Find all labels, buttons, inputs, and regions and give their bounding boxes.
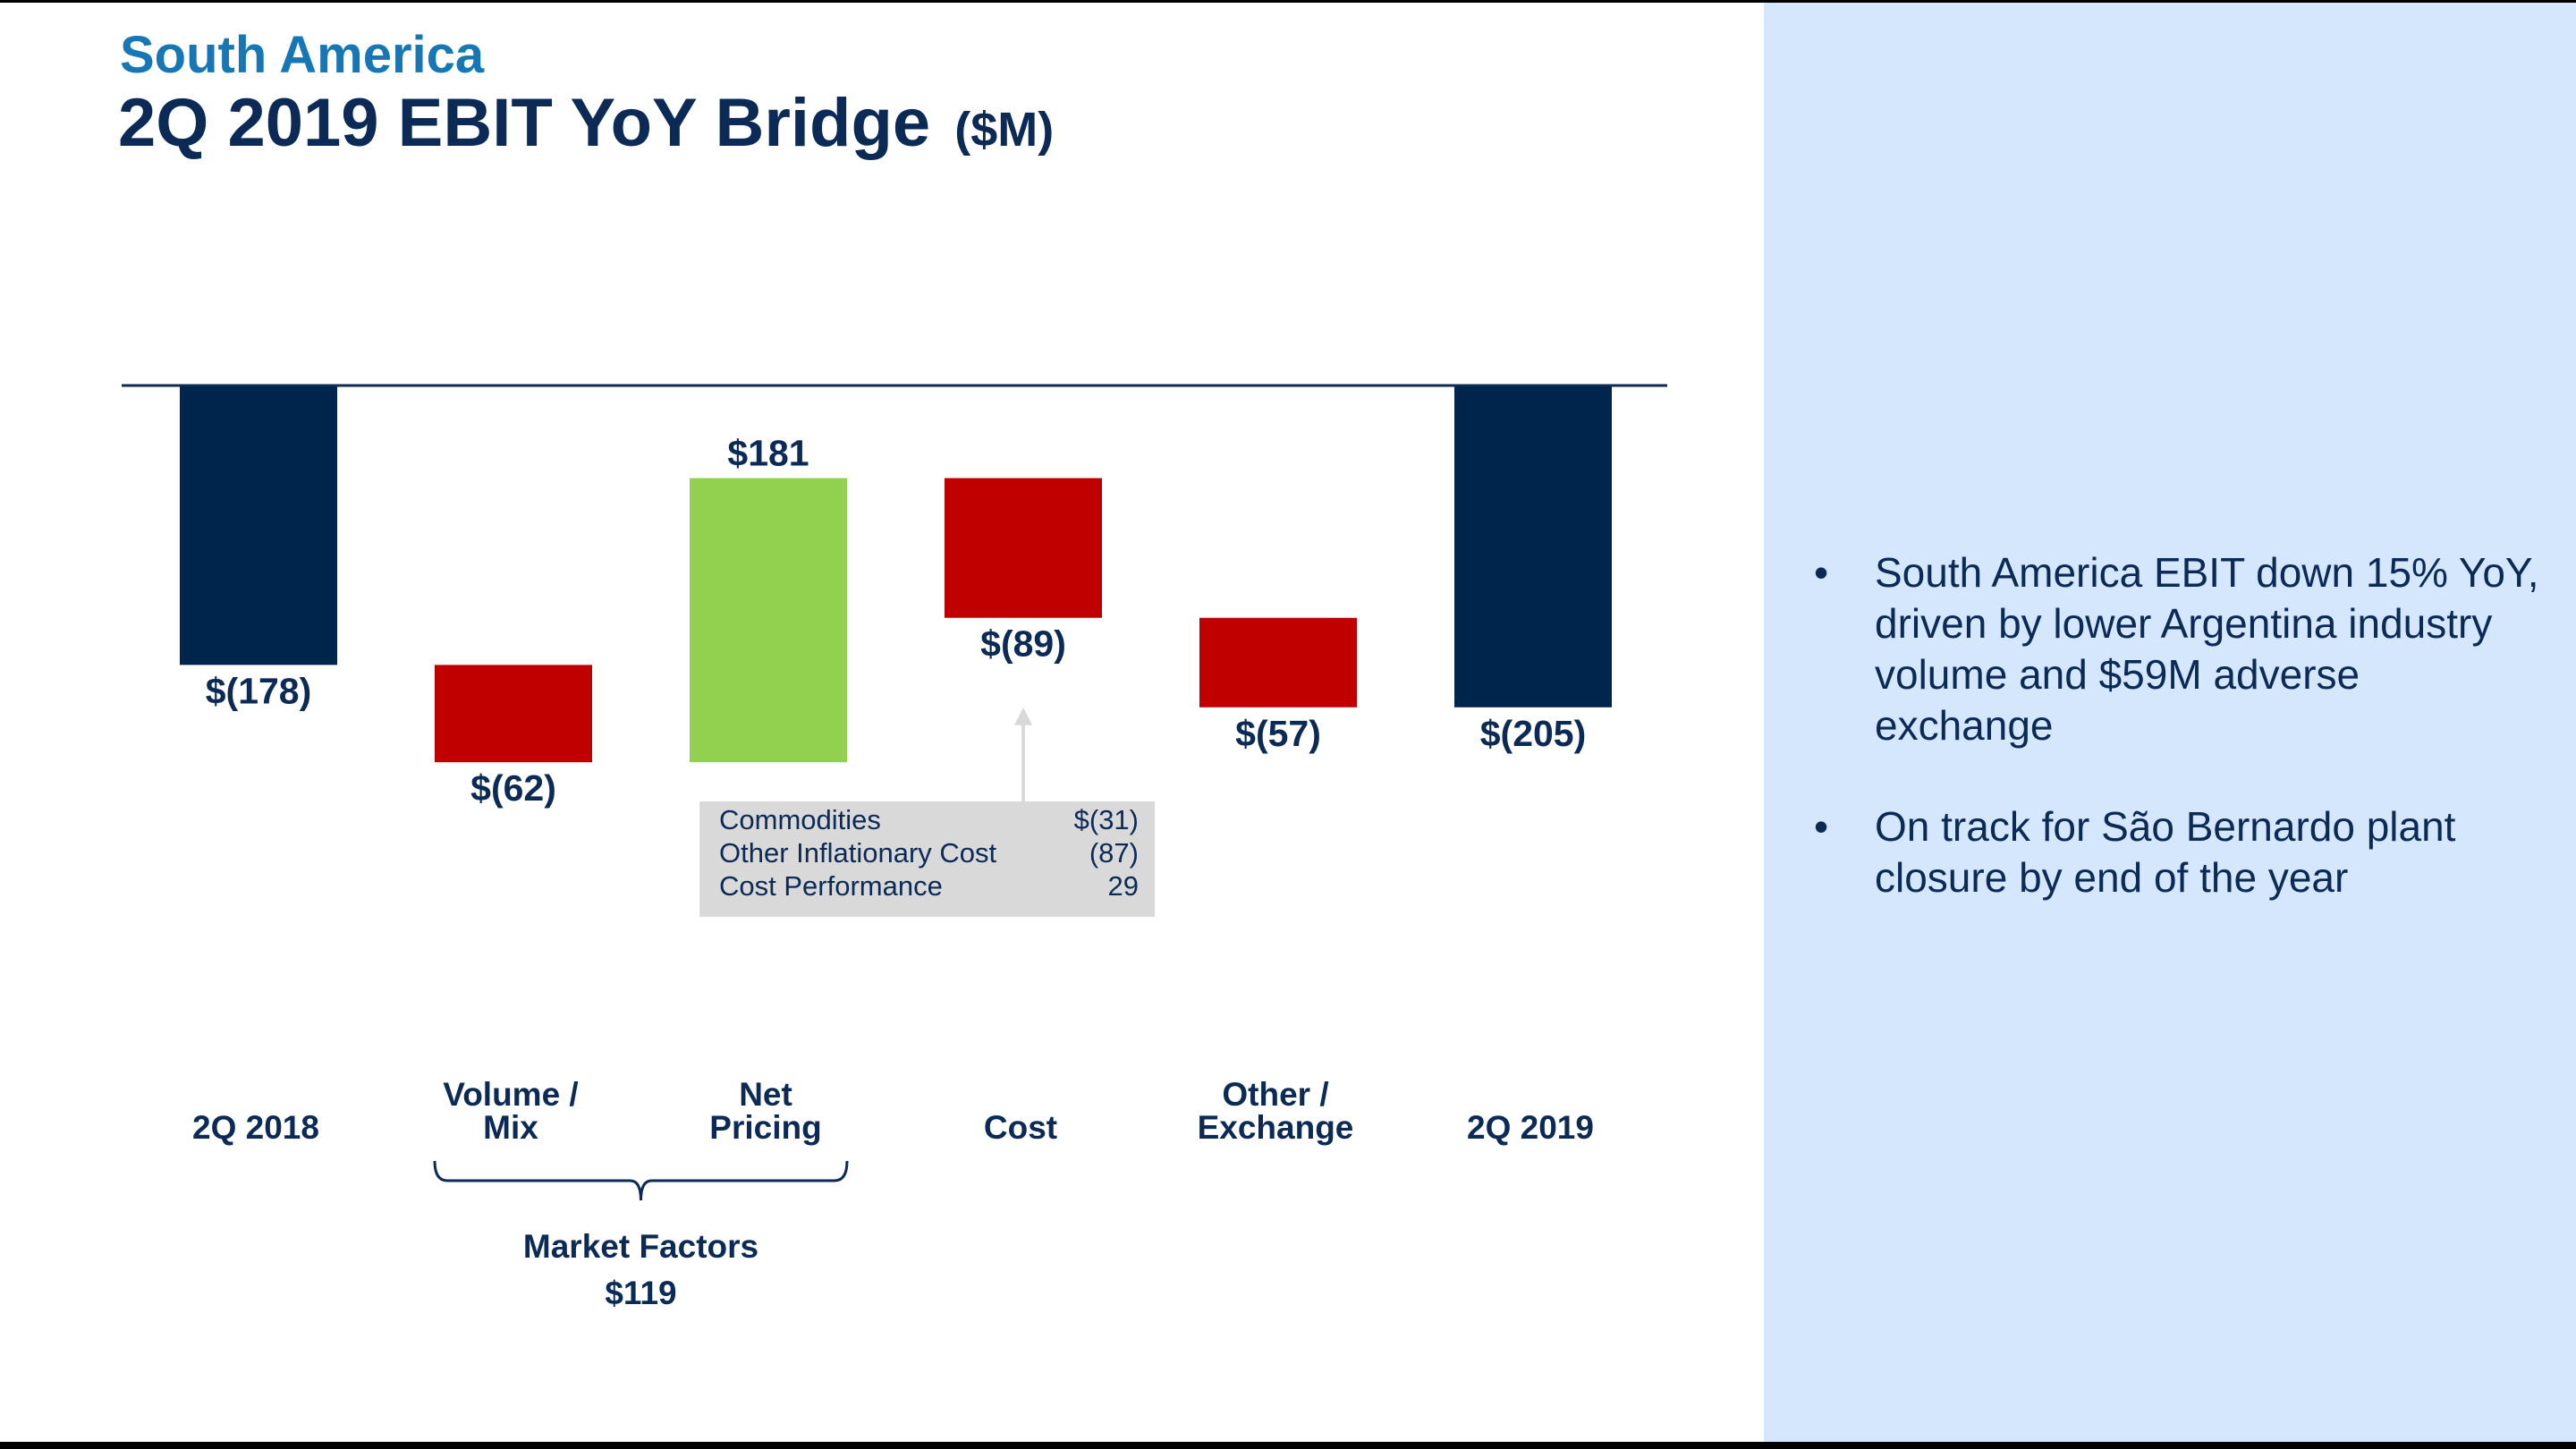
category-label-volume-mix: Mix	[483, 1109, 538, 1146]
group-value: $119	[605, 1275, 676, 1311]
bar-volume-mix	[435, 665, 592, 763]
breakdown-label: Commodities	[719, 804, 881, 835]
market-factors-group: Market Factors $119	[433, 1160, 849, 1311]
region-subtitle: South America	[120, 26, 485, 84]
bar-cost	[945, 478, 1102, 618]
callout-box	[699, 801, 1155, 917]
category-label-net-pricing: Pricing	[709, 1109, 821, 1146]
category-label-other-exchange: Exchange	[1198, 1109, 1354, 1146]
group-brace-path	[433, 1160, 849, 1201]
category-label-other-exchange: Other /	[1222, 1076, 1328, 1113]
bar-other-exchange	[1199, 617, 1357, 708]
value-label-other-exchange: $(57)	[1235, 713, 1321, 754]
category-label-cost: Cost	[984, 1109, 1057, 1146]
breakdown-value: $(31)	[1074, 804, 1139, 835]
category-label-2q2018: 2Q 2018	[192, 1109, 319, 1146]
unit-label: ($M)	[954, 103, 1055, 157]
breakdown-value: (87)	[1089, 837, 1139, 869]
bullet-text: On track for São Bernardo plant closure …	[1875, 803, 2456, 901]
slide-title-text: 2Q 2019 EBIT YoY Bridge	[118, 85, 931, 161]
category-label-volume-mix: Volume /	[443, 1076, 578, 1113]
bullet-item: • On track for São Bernardo plant closure…	[1807, 801, 2540, 903]
value-label-2q2019: $(205)	[1480, 713, 1587, 754]
commentary-list: • South America EBIT down 15% YoY, driven…	[1807, 547, 2540, 953]
category-label-2q2019: 2Q 2019	[1467, 1109, 1594, 1146]
group-label: Market Factors	[523, 1228, 758, 1265]
top-border	[0, 0, 2576, 3]
value-label-cost: $(89)	[980, 623, 1066, 665]
value-labels: $(178) $(62) $181 $(89) $(57) $(205)	[206, 433, 1587, 809]
value-label-volume-mix: $(62)	[470, 767, 556, 809]
cost-breakdown-callout: Commodities $(31) Other Inflationary Cost (…	[699, 707, 1155, 917]
bullet-item: • South America EBIT down 15% YoY, driven…	[1807, 547, 2540, 751]
value-label-net-pricing: $181	[727, 433, 809, 474]
bar-net-pricing	[690, 478, 847, 763]
bullet-text: South America EBIT down 15% YoY, driven …	[1875, 549, 2539, 749]
bar-2q2018	[180, 386, 337, 665]
ebit-bridge-chart: $(178) $(62) $181 $(89) $(57) $(205) 2Q 2018 V…	[122, 384, 1667, 1311]
breakdown-value: 29	[1108, 870, 1139, 902]
breakdown-label: Cost Performance	[719, 870, 943, 902]
slide-title: 2Q 2019 EBIT YoY Bridge ($M)	[118, 84, 1054, 162]
waterfall-bars	[180, 386, 1612, 763]
commentary-panel	[1764, 3, 2576, 1442]
bottom-border	[0, 1442, 2576, 1449]
category-label-net-pricing: Net	[739, 1076, 792, 1113]
bullet-marker: •	[1814, 803, 1829, 850]
value-label-2q2018: $(178)	[206, 670, 312, 711]
bar-2q2019	[1454, 386, 1612, 708]
bullet-marker: •	[1814, 549, 1829, 596]
callout-arrow-head	[1014, 707, 1032, 725]
breakdown-label: Other Inflationary Cost	[719, 837, 997, 869]
